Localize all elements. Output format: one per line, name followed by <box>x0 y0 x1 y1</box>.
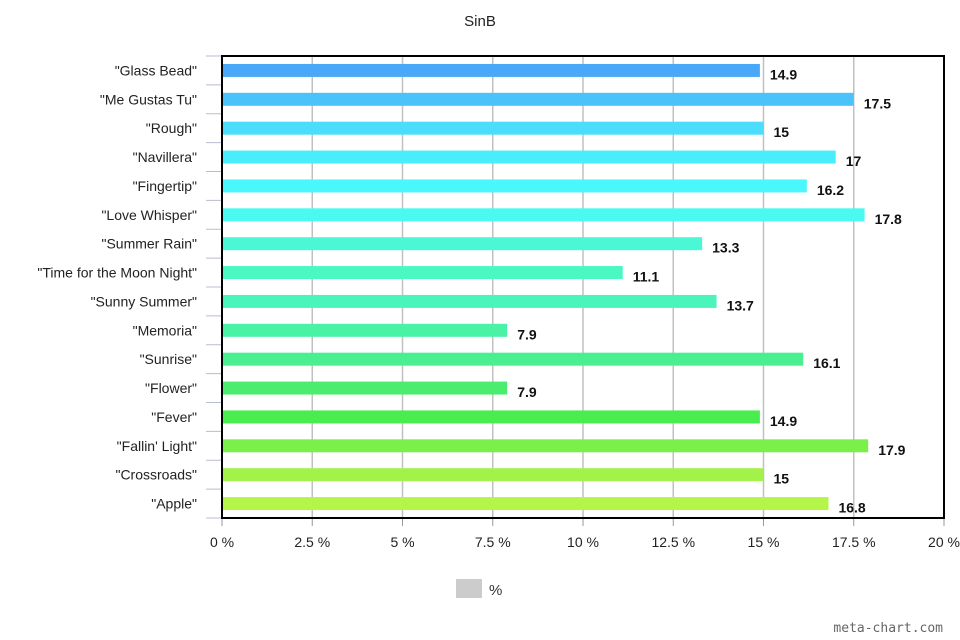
category-label: "Fever" <box>151 409 197 425</box>
bar[interactable] <box>222 237 703 251</box>
data-label: 7.9 <box>517 326 537 342</box>
x-tick-label: 2.5 % <box>294 534 330 550</box>
bar[interactable] <box>222 208 865 222</box>
data-label: 13.7 <box>727 297 754 313</box>
category-label: "Sunrise" <box>140 351 197 367</box>
category-label: "Navillera" <box>133 149 197 165</box>
data-label: 7.9 <box>517 384 537 400</box>
x-tick-label: 15 % <box>748 534 780 550</box>
bar[interactable] <box>222 497 829 511</box>
bar[interactable] <box>222 468 764 482</box>
data-label: 17 <box>846 153 862 169</box>
category-label: "Summer Rain" <box>101 236 197 252</box>
bar[interactable] <box>222 92 854 106</box>
x-tick-label: 17.5 % <box>832 534 876 550</box>
legend-swatch[interactable] <box>456 579 482 598</box>
x-tick-label: 12.5 % <box>651 534 695 550</box>
category-label: "Flower" <box>145 380 197 396</box>
legend-label[interactable]: % <box>489 582 502 599</box>
bar[interactable] <box>222 439 869 453</box>
x-tick-label: 20 % <box>928 534 960 550</box>
category-label: "Apple" <box>151 496 197 512</box>
x-tick-label: 7.5 % <box>475 534 511 550</box>
data-label: 16.8 <box>838 500 865 516</box>
x-tick-label: 10 % <box>567 534 599 550</box>
category-label: "Me Gustas Tu" <box>100 91 197 107</box>
plot-frame <box>221 55 945 519</box>
bar[interactable] <box>222 410 760 424</box>
category-labels: "Glass Bead" "Me Gustas Tu" "Rough" "Navill… <box>37 62 197 511</box>
legend[interactable]: % <box>456 579 502 599</box>
bar[interactable] <box>222 266 623 280</box>
bar[interactable] <box>222 179 807 193</box>
data-label: 15 <box>774 124 790 140</box>
data-label: 13.3 <box>712 240 739 256</box>
data-label: 16.2 <box>817 182 844 198</box>
chart-title: SinB <box>464 13 496 30</box>
data-label: 11.1 <box>633 269 660 285</box>
bar[interactable] <box>222 323 508 337</box>
category-label: "Crossroads" <box>115 467 197 483</box>
data-label: 17.9 <box>878 442 905 458</box>
bar[interactable] <box>222 381 508 395</box>
data-label: 16.1 <box>813 355 840 371</box>
category-label: "Love Whisper" <box>101 207 197 223</box>
bar[interactable] <box>222 63 760 77</box>
category-label: "Rough" <box>146 120 197 136</box>
category-label: "Time for the Moon Night" <box>37 265 197 281</box>
data-label: 17.8 <box>875 211 902 227</box>
x-tick-label: 5 % <box>390 534 414 550</box>
category-label: "Glass Bead" <box>115 62 197 78</box>
data-label: 14.9 <box>770 413 797 429</box>
category-label: "Sunny Summer" <box>91 293 197 309</box>
data-label: 15 <box>774 471 790 487</box>
category-label: "Memoria" <box>133 322 197 338</box>
bar[interactable] <box>222 121 764 135</box>
x-tick-label: 0 % <box>210 534 234 550</box>
bar[interactable] <box>222 352 804 366</box>
x-axis-ticks: 0 % 2.5 % 5 % 7.5 % 10 % 12.5 % 15 % 17.5 % 20 % <box>210 518 960 550</box>
data-label: 14.9 <box>770 66 797 82</box>
bar[interactable] <box>222 150 836 164</box>
category-label: "Fallin' Light" <box>117 438 197 454</box>
data-label: 17.5 <box>864 95 891 111</box>
category-label: "Fingertip" <box>133 178 197 194</box>
credit-text: meta-chart.com <box>833 621 943 636</box>
bar[interactable] <box>222 294 717 308</box>
